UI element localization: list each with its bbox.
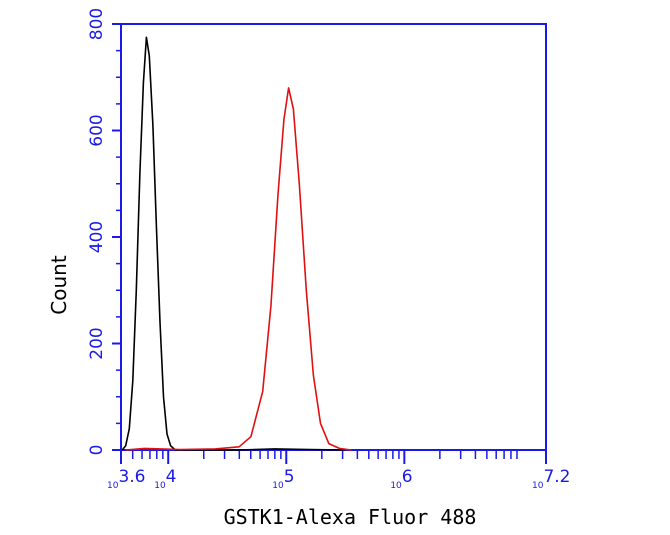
y-axis: 0 200 400 600 800 xyxy=(87,8,121,456)
x-tick-label: 105 xyxy=(272,467,294,491)
y-tick-label: 200 xyxy=(87,327,107,359)
y-tick-label: 800 xyxy=(87,8,107,40)
y-tick-label: 600 xyxy=(87,114,107,146)
x-axis: 103.6 104 105 106 107.2 xyxy=(107,450,571,491)
series-line-2 xyxy=(125,87,352,451)
x-tick-label: 103.6 xyxy=(107,467,146,491)
series-layer xyxy=(121,36,352,451)
x-tick-label: 107.2 xyxy=(532,467,571,491)
y-tick-label: 0 xyxy=(87,445,107,456)
x-tick-label: 106 xyxy=(390,467,412,491)
y-tick-label: 400 xyxy=(87,221,107,253)
plot-frame xyxy=(120,23,547,451)
x-axis-label: GSTK1-Alexa Fluor 488 xyxy=(224,505,477,529)
series-line-1 xyxy=(121,36,346,451)
y-axis-label: Count xyxy=(47,255,71,315)
x-tick-label: 104 xyxy=(154,467,176,491)
